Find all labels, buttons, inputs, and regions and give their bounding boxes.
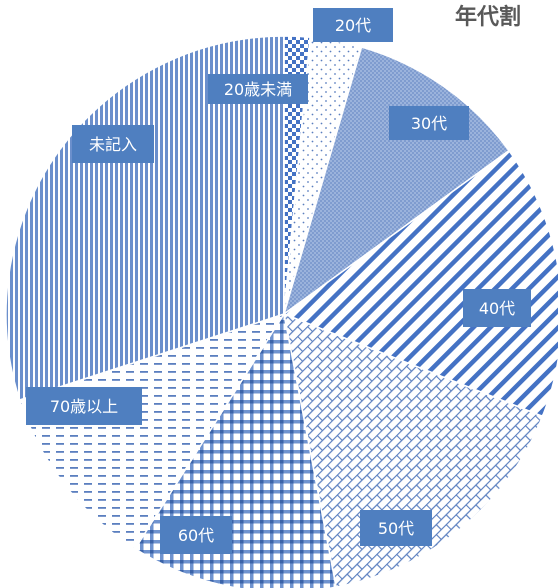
pie-data-label-box xyxy=(313,8,393,42)
pie-data-label-5: 60代 xyxy=(160,516,232,554)
pie-data-label-0: 20歳未満 xyxy=(208,74,308,104)
pie-data-label-7: 未記入 xyxy=(72,125,154,163)
pie-data-label-text: 40代 xyxy=(479,299,515,318)
pie-slices xyxy=(5,35,558,588)
pie-data-label-text: 50代 xyxy=(378,519,414,538)
pie-data-label-2: 30代 xyxy=(389,106,469,140)
pie-data-label-text: 30代 xyxy=(411,114,447,133)
pie-data-label-box xyxy=(160,516,232,554)
pie-data-label-box xyxy=(26,387,142,425)
pie-data-label-box xyxy=(389,106,469,140)
pie-data-label-text: 20代 xyxy=(335,16,371,35)
pie-data-label-text: 70歳以上 xyxy=(50,397,118,416)
pie-slice-3 xyxy=(282,149,558,418)
pie-slice-6 xyxy=(18,312,286,550)
pie-data-label-text: 未記入 xyxy=(89,135,137,154)
pie-data-label-4: 50代 xyxy=(360,510,432,546)
pie-data-label-text: 60代 xyxy=(178,526,214,545)
pie-data-label-6: 70歳以上 xyxy=(26,387,142,425)
pie-slice-4 xyxy=(283,312,544,588)
pie-labels: 20歳未満 20代 30代 40代 50代 60代 70歳以上 未記入 xyxy=(26,8,531,554)
chart-title: 年代割 xyxy=(455,4,521,30)
pie-data-label-box xyxy=(208,74,308,104)
pie-data-label-3: 40代 xyxy=(463,289,531,327)
pie-slice-7 xyxy=(5,35,285,401)
pie-data-label-text: 20歳未満 xyxy=(224,80,292,99)
pie-data-label-box xyxy=(360,510,432,546)
pie-data-label-box xyxy=(463,289,531,327)
pie-data-label-box xyxy=(72,125,154,163)
pie-data-label-1: 20代 xyxy=(313,8,393,42)
